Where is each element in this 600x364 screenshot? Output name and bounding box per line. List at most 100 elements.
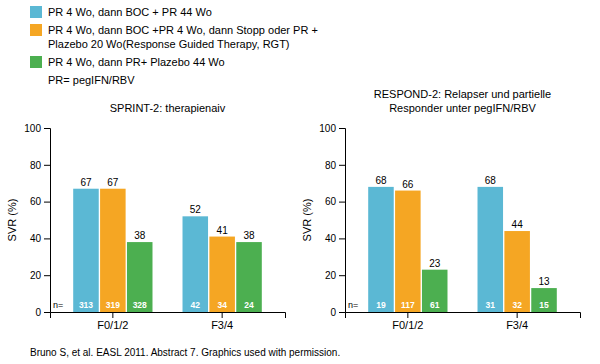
y-tick-label: 100	[319, 123, 336, 134]
n-label: 117	[401, 300, 415, 310]
legend-label: PR 4 Wo, dann BOC +PR 4 Wo, dann Stopp o…	[48, 24, 318, 50]
n-label: 61	[430, 300, 440, 310]
y-tick-label: 40	[325, 233, 337, 244]
bar	[127, 242, 153, 312]
data-label: 67	[107, 177, 119, 188]
bar	[209, 237, 235, 312]
x-axis-line	[51, 313, 286, 319]
text-line: PR= pegIFN/RBV	[48, 74, 135, 86]
legend-label: PR 4 Wo, dann PR+ Plazebo 44 Wo	[48, 56, 225, 68]
y-tick: 80	[30, 160, 50, 171]
x-tick: F3/4	[211, 312, 233, 331]
n-label: 319	[106, 300, 120, 310]
x-tick-label: F3/4	[506, 319, 528, 331]
text-line: PR 4 Wo, dann BOC +PR 4 Wo, dann Stopp o…	[48, 24, 318, 36]
y-tick-label: 40	[30, 233, 42, 244]
y-axis: 0 20 40 60 80 100	[319, 123, 345, 318]
bar	[422, 270, 448, 312]
legend: PR 4 Wo, dann BOC + PR 44 Wo PR 4 Wo, dan…	[30, 6, 318, 68]
y-tick: 60	[325, 196, 345, 207]
bar	[236, 242, 262, 312]
data-label: 68	[485, 175, 497, 186]
chart-title: SPRINT-2: therapienaiv	[110, 102, 226, 114]
y-axis-line	[44, 129, 51, 313]
y-axis: 0 20 40 60 80 100	[24, 123, 50, 318]
y-tick-mark	[339, 275, 345, 276]
y-tick: 100	[24, 123, 50, 134]
x-tick-label: F0/1/2	[97, 319, 128, 331]
y-tick-mark	[44, 312, 50, 313]
n-label: 24	[244, 300, 254, 310]
y-tick-mark	[44, 202, 50, 203]
y-tick: 100	[319, 123, 345, 134]
y-tick-label: 0	[35, 307, 41, 318]
text-line: RESPOND-2: Relapser und partielle	[374, 88, 551, 100]
annotation: n=	[53, 300, 63, 310]
y-tick-mark	[44, 165, 50, 166]
chart-0: 673135242673194134383283824n=02040608010…	[6, 102, 286, 331]
x-tick-mark	[112, 312, 113, 318]
footnote: Bruno S, et al. EASL 2011. Abstract 7. G…	[30, 347, 340, 358]
data-label: 52	[190, 204, 202, 215]
chart-1: 6819683166117443223611315n=020406080100F…	[301, 88, 581, 331]
n-label: 313	[79, 300, 93, 310]
chart-root: PR 4 Wo, dann BOC + PR 44 Wo PR 4 Wo, dan…	[0, 0, 600, 364]
x-tick: F0/1/2	[392, 312, 423, 331]
n-label: 31	[486, 300, 496, 310]
x-axis: F0/1/2 F3/4	[51, 312, 286, 331]
y-tick: 40	[30, 233, 50, 244]
y-tick-mark	[339, 202, 345, 203]
legend-swatch	[30, 6, 42, 18]
y-tick-mark	[44, 275, 50, 276]
x-axis: F0/1/2 F3/4	[346, 312, 581, 331]
bar	[504, 231, 530, 312]
bar	[73, 189, 99, 312]
data-label: 13	[538, 276, 550, 287]
bar	[183, 216, 209, 312]
y-tick-mark	[44, 238, 50, 239]
y-tick-mark	[339, 128, 345, 129]
y-tick: 20	[30, 270, 50, 281]
text-line: Bruno S, et al. EASL 2011. Abstract 7. G…	[30, 347, 340, 358]
x-tick: F3/4	[506, 312, 528, 331]
y-tick: 0	[330, 307, 345, 318]
text-line: PR 4 Wo, dann PR+ Plazebo 44 Wo	[48, 56, 225, 68]
bar	[478, 187, 504, 312]
labels: 6819683166117443223611315n=	[348, 175, 550, 310]
x-tick-label: F0/1/2	[392, 319, 423, 331]
legend-label: PR 4 Wo, dann BOC + PR 44 Wo	[48, 6, 212, 18]
y-tick: 20	[325, 270, 345, 281]
y-tick: 80	[325, 160, 345, 171]
x-tick: F0/1/2	[97, 312, 128, 331]
data-label: 23	[429, 258, 441, 269]
y-tick-label: 100	[24, 123, 41, 134]
data-label: 67	[80, 177, 92, 188]
data-label: 38	[243, 230, 255, 241]
y-axis-title: SVR (%)	[6, 199, 18, 242]
y-tick-mark	[44, 128, 50, 129]
bars	[73, 189, 262, 312]
chart-title: RESPOND-2: Relapser und partielleRespond…	[374, 88, 551, 114]
data-label: 41	[217, 225, 229, 236]
y-tick: 60	[30, 196, 50, 207]
bar	[100, 189, 126, 312]
legend-swatch	[30, 56, 42, 68]
y-tick-label: 60	[30, 196, 42, 207]
y-tick-label: 60	[325, 196, 337, 207]
n-label: 32	[512, 300, 522, 310]
y-tick-label: 80	[30, 160, 42, 171]
y-tick-label: 20	[325, 270, 337, 281]
text-line: PR 4 Wo, dann BOC + PR 44 Wo	[48, 6, 212, 18]
x-tick-label: F3/4	[211, 319, 233, 331]
y-axis-title: SVR (%)	[301, 199, 313, 242]
bar	[395, 191, 421, 312]
y-tick-label: 0	[330, 307, 336, 318]
y-tick-mark	[339, 312, 345, 313]
y-tick-mark	[339, 165, 345, 166]
n-label: 328	[133, 300, 147, 310]
n-label: 15	[539, 300, 549, 310]
y-tick: 40	[325, 233, 345, 244]
data-label: 68	[375, 175, 387, 186]
x-tick-mark	[517, 312, 518, 318]
data-label: 66	[402, 179, 414, 190]
